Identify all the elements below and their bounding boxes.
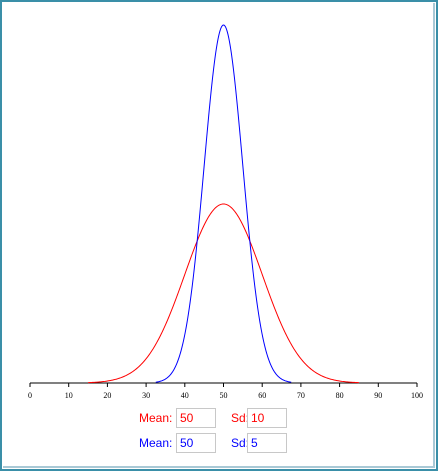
x-tick-label: 80 bbox=[336, 391, 344, 400]
blue-sd-input[interactable] bbox=[247, 433, 287, 453]
blue-normal-curve bbox=[155, 24, 292, 383]
red-normal-curve bbox=[88, 203, 359, 384]
x-tick-label: 0 bbox=[28, 391, 32, 400]
x-tick-label: 20 bbox=[103, 391, 111, 400]
x-tick-label: 90 bbox=[374, 391, 382, 400]
blue-mean-input[interactable] bbox=[176, 433, 216, 453]
x-tick-label: 50 bbox=[220, 391, 228, 400]
red-mean-input[interactable] bbox=[176, 408, 216, 428]
x-tick-label: 70 bbox=[297, 391, 305, 400]
x-tick-label: 10 bbox=[65, 391, 73, 400]
x-tick-label: 40 bbox=[181, 391, 189, 400]
x-tick-label: 30 bbox=[142, 391, 150, 400]
curves bbox=[88, 24, 359, 384]
x-axis: 0 10 20 30 40 50 60 70 80 90 100 bbox=[28, 382, 423, 400]
x-tick-label: 100 bbox=[411, 391, 423, 400]
x-tick-label: 60 bbox=[258, 391, 266, 400]
red-sd-input[interactable] bbox=[247, 408, 287, 428]
window-inner-border bbox=[3, 3, 435, 468]
